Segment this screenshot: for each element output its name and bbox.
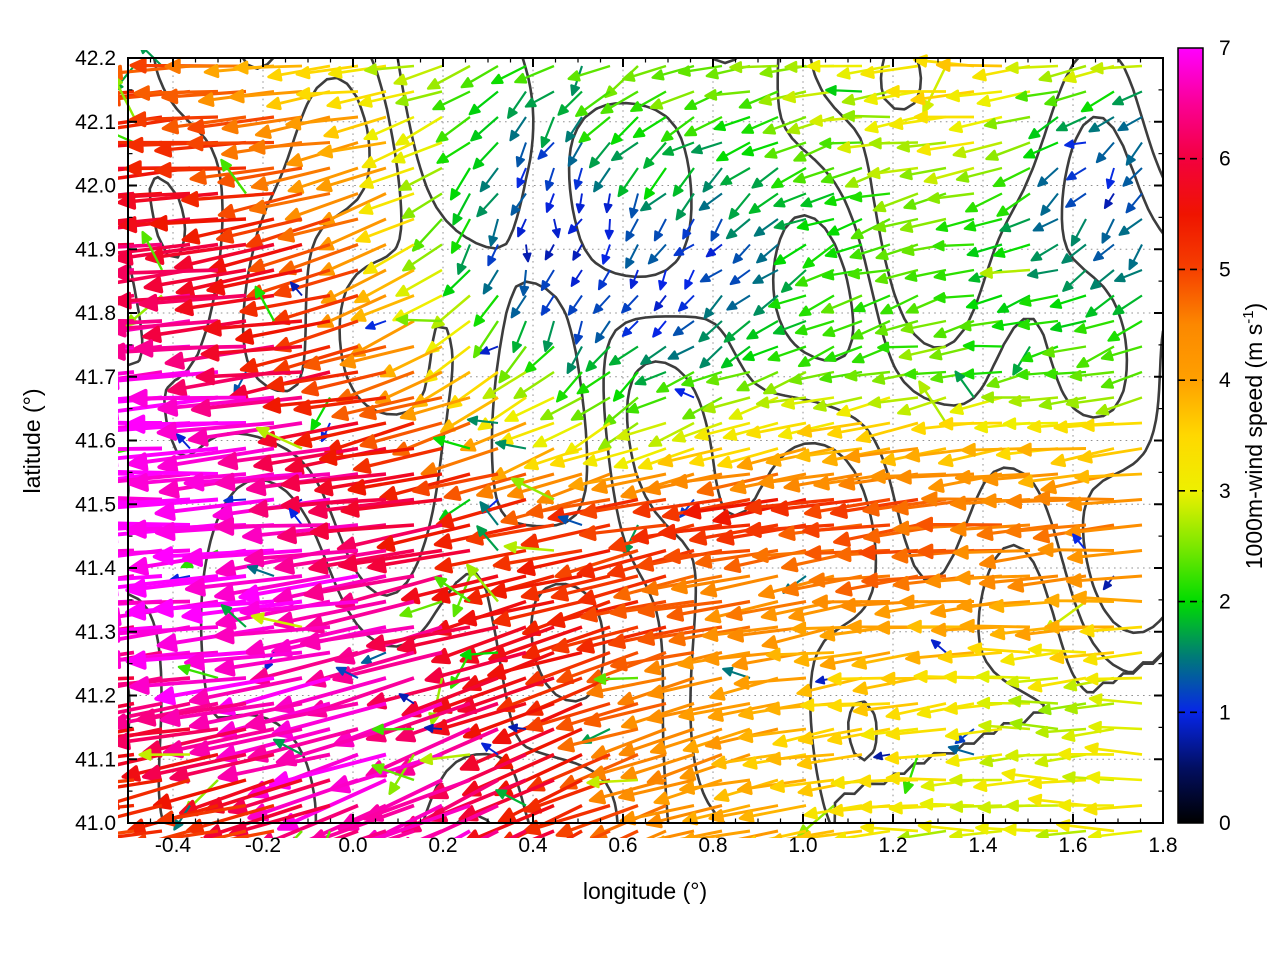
x-tick-label: 0.6 bbox=[608, 834, 637, 857]
colorbar-tick-label: 4 bbox=[1219, 369, 1231, 392]
colorbar-tick-label: 5 bbox=[1219, 258, 1231, 281]
y-tick-label: 41.1 bbox=[75, 748, 116, 771]
colorbar-tick-label: 1 bbox=[1219, 701, 1231, 724]
y-tick-label: 41.7 bbox=[75, 366, 116, 389]
vector-field bbox=[118, 50, 1143, 838]
y-tick-label: 41.3 bbox=[75, 621, 116, 644]
x-axis-label: longitude (°) bbox=[583, 878, 707, 904]
y-tick-label: 42.1 bbox=[75, 111, 116, 134]
colorbar-tick-label: 3 bbox=[1219, 480, 1231, 503]
x-tick-label: 0.2 bbox=[428, 834, 457, 857]
axes: -0.4 -0.2 0.0 0.2 0.4 0.6 0.8 1.0 1.2 1.4 1.6 1.8 41… bbox=[75, 47, 1177, 857]
y-axis-label: latitude (°) bbox=[19, 388, 45, 493]
x-tick-label: 1.0 bbox=[788, 834, 817, 857]
x-tick-label: 0.8 bbox=[698, 834, 727, 857]
y-tick-label: 41.6 bbox=[75, 430, 116, 453]
y-tick-label: 41.9 bbox=[75, 238, 116, 261]
x-tick-label: -0.4 bbox=[155, 834, 192, 857]
y-tick-label: 41.0 bbox=[75, 812, 116, 835]
y-tick-label: 42.0 bbox=[75, 175, 116, 198]
x-tick-label: 1.6 bbox=[1058, 834, 1087, 857]
colorbar-tick-label: 7 bbox=[1219, 37, 1231, 60]
colorbar-label: 1000m-wind speed (m s-1) bbox=[1240, 303, 1267, 569]
colorbar: 0 1 2 3 4 5 6 7 1000m-wind speed (m s-1) bbox=[1177, 37, 1267, 835]
x-tick-label: -0.2 bbox=[245, 834, 281, 857]
y-tick-label: 41.8 bbox=[75, 302, 116, 325]
x-tick-label: 1.4 bbox=[968, 834, 998, 857]
colorbar-gradient bbox=[1177, 47, 1204, 824]
x-tick-label: 0.0 bbox=[338, 834, 367, 857]
y-tick-label: 41.5 bbox=[75, 493, 116, 516]
colorbar-tick-label: 2 bbox=[1219, 591, 1231, 614]
y-tick-label: 41.2 bbox=[75, 685, 116, 708]
x-tick-label: 0.4 bbox=[518, 834, 548, 857]
colorbar-tick-label: 0 bbox=[1219, 812, 1231, 835]
x-tick-label: 1.8 bbox=[1148, 834, 1177, 857]
y-tick-label: 42.2 bbox=[75, 47, 116, 70]
x-tick-label: 1.2 bbox=[878, 834, 907, 857]
y-tick-label: 41.4 bbox=[75, 557, 116, 580]
colorbar-tick-label: 6 bbox=[1219, 148, 1231, 171]
